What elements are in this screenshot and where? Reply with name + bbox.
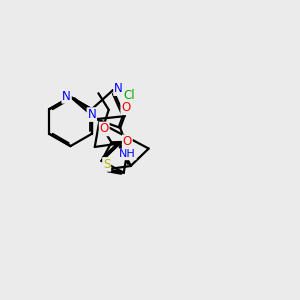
Text: Cl: Cl bbox=[123, 89, 135, 102]
Text: NH: NH bbox=[119, 149, 136, 159]
Text: O: O bbox=[121, 101, 130, 114]
Text: N: N bbox=[87, 108, 96, 121]
Text: N: N bbox=[62, 90, 71, 103]
Text: O: O bbox=[100, 122, 109, 135]
Text: O: O bbox=[123, 135, 132, 148]
Text: S: S bbox=[103, 158, 110, 171]
Text: N: N bbox=[114, 82, 123, 95]
